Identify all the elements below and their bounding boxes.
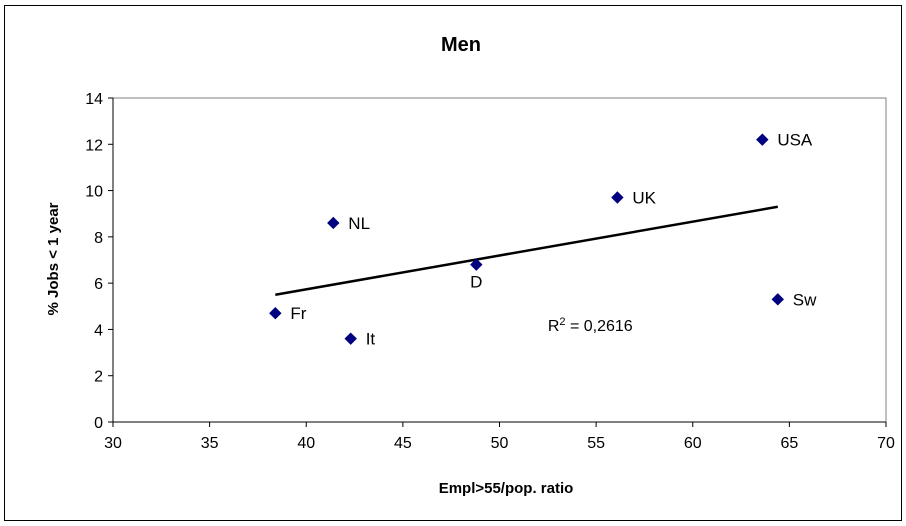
x-tick-label: 50 — [491, 435, 509, 452]
data-point-nl — [327, 216, 340, 230]
chart-frame: Men Empl>55/pop. ratio % Jobs < 1 year R… — [4, 5, 902, 521]
plot-area — [112, 97, 887, 423]
point-label-d: D — [470, 273, 482, 292]
r-squared-annotation: R2 = 0,2616 — [548, 316, 633, 335]
data-point-it — [344, 332, 357, 345]
y-tick-label: 8 — [94, 230, 103, 247]
x-tick-label: 70 — [877, 435, 895, 452]
x-tick-label: 60 — [684, 435, 702, 452]
point-label-sw: Sw — [793, 290, 817, 309]
data-point-uk — [611, 191, 624, 204]
scatter-chart: Men Empl>55/pop. ratio % Jobs < 1 year R… — [45, 34, 895, 497]
x-tick-label: 40 — [297, 435, 315, 452]
y-tick-label: 10 — [85, 184, 103, 201]
point-label-usa: USA — [777, 131, 813, 150]
x-axis-title: Empl>55/pop. ratio — [439, 480, 574, 497]
data-point-sw — [771, 293, 784, 306]
x-tick-label: 55 — [587, 435, 605, 452]
y-axis-title: % Jobs < 1 year — [45, 202, 62, 315]
x-tick-label: 35 — [201, 435, 219, 452]
y-tick-label: 6 — [94, 276, 103, 293]
y-tick-label: 0 — [94, 415, 103, 432]
trendline — [275, 205, 778, 296]
y-tick-label: 2 — [94, 369, 103, 386]
data-point-usa — [756, 133, 769, 146]
point-label-nl: NL — [348, 214, 370, 233]
x-tick-label: 30 — [104, 435, 122, 452]
y-tick-label: 12 — [85, 137, 103, 154]
x-tick-label: 45 — [394, 435, 412, 452]
x-tick-label: 65 — [780, 435, 798, 452]
point-label-fr: Fr — [290, 304, 306, 323]
y-tick-label: 14 — [85, 91, 103, 108]
point-label-it: It — [366, 330, 376, 349]
data-point-d — [470, 258, 483, 271]
y-tick-label: 4 — [94, 322, 103, 339]
point-label-uk: UK — [632, 189, 656, 208]
data-point-fr — [269, 307, 282, 320]
chart-title: Men — [441, 34, 481, 56]
